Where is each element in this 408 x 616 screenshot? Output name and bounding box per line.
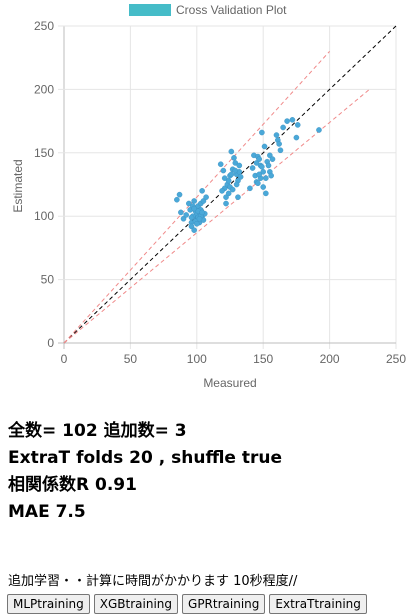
training-note: 追加学習・・計算に時間がかかります 10秒程度//	[8, 574, 298, 589]
data-point	[260, 169, 267, 175]
data-point	[263, 190, 269, 197]
data-point	[277, 147, 284, 154]
data-point	[203, 194, 209, 200]
legend-label: Cross Validation Plot	[176, 3, 287, 17]
data-point	[223, 200, 229, 207]
x-tick-label: 100	[187, 352, 207, 366]
y-axis-label: Estimated	[11, 159, 25, 212]
data-point	[232, 160, 239, 166]
data-point	[235, 194, 241, 200]
data-point	[231, 155, 237, 161]
x-tick-label: 50	[124, 352, 138, 366]
x-tick-label: 0	[61, 352, 68, 366]
x-tick-label: 250	[386, 352, 406, 366]
data-point	[232, 167, 239, 174]
stat-model-settings: ExtraT folds 20 , shuffle true	[8, 448, 283, 468]
stat-total-count: 全数= 102 追加数= 3	[8, 421, 187, 441]
data-point	[284, 118, 290, 124]
data-point	[237, 174, 244, 180]
data-point	[221, 175, 228, 181]
data-point	[220, 167, 227, 174]
data-point	[256, 156, 263, 162]
x-tick-label: 200	[320, 352, 340, 366]
data-point	[191, 198, 197, 204]
data-point	[249, 165, 256, 171]
data-point	[176, 191, 183, 198]
data-point	[255, 180, 261, 187]
data-point	[247, 185, 253, 192]
mlp-training-button[interactable]: MLPtraining	[7, 594, 90, 614]
data-point	[260, 184, 267, 190]
training-buttons: MLPtraining XGBtraining GPRtraining Extr…	[7, 594, 367, 614]
data-point	[174, 196, 180, 203]
data-point	[188, 223, 195, 230]
x-axis-ticks: 0 50 100 150 200 250	[61, 352, 407, 366]
data-point	[183, 212, 189, 218]
data-point	[261, 143, 268, 150]
data-point	[269, 156, 276, 162]
data-point	[217, 161, 224, 168]
data-point	[196, 215, 203, 222]
stat-mae: MAE 7.5	[8, 502, 86, 522]
data-point	[229, 186, 236, 193]
data-point	[225, 190, 232, 197]
data-point	[191, 227, 197, 233]
data-point	[228, 171, 235, 178]
y-tick-label: 0	[47, 336, 54, 350]
y-tick-label: 50	[41, 273, 55, 287]
y-tick-label: 150	[34, 146, 54, 160]
data-point	[253, 160, 260, 166]
y-axis-ticks: 0 50 100 150 200 250	[34, 19, 54, 350]
y-tick-label: 200	[34, 82, 54, 96]
data-point	[268, 172, 274, 179]
data-point	[289, 117, 296, 123]
data-point	[228, 148, 235, 155]
data-point	[178, 209, 184, 216]
data-point	[193, 221, 200, 227]
data-point	[256, 171, 263, 178]
gpr-training-button[interactable]: GPRtraining	[182, 594, 266, 614]
data-point	[294, 122, 301, 128]
extrat-training-button[interactable]: ExtraTtraining	[269, 594, 367, 614]
data-points	[174, 117, 322, 233]
data-point	[199, 188, 205, 194]
data-point	[225, 177, 232, 184]
stat-correlation: 相関係数R 0.91	[8, 475, 137, 495]
xgb-training-button[interactable]: XGBtraining	[93, 594, 179, 614]
reference-line	[63, 51, 330, 344]
data-point	[267, 152, 273, 159]
y-tick-label: 100	[34, 209, 54, 223]
legend-swatch	[129, 4, 171, 16]
data-point	[259, 163, 265, 170]
data-point	[276, 141, 282, 147]
data-point	[273, 132, 280, 138]
data-point	[199, 209, 205, 216]
data-point	[219, 188, 225, 194]
data-point	[280, 124, 286, 131]
data-point	[316, 127, 322, 133]
data-point	[191, 205, 197, 212]
data-point	[186, 200, 192, 207]
data-point	[180, 215, 187, 222]
x-axis-label: Measured	[203, 376, 256, 390]
data-point	[236, 162, 243, 169]
cross-validation-scatter-chart: Cross Validation Plot 0 50 100 150 200 250 0 5…	[11, 3, 407, 390]
stats-block: 全数= 102 追加数= 3 ExtraT folds 20 , shuffle…	[8, 418, 282, 526]
data-point	[200, 198, 207, 204]
data-point	[259, 129, 265, 136]
data-point	[265, 162, 272, 169]
chart-grid	[58, 25, 397, 349]
data-point	[223, 194, 229, 200]
data-point	[293, 134, 300, 141]
chart-legend[interactable]: Cross Validation Plot	[129, 3, 287, 17]
data-point	[233, 181, 240, 188]
x-tick-label: 150	[253, 352, 273, 366]
y-tick-label: 250	[34, 19, 54, 33]
data-point	[263, 175, 269, 181]
data-point	[188, 214, 195, 221]
